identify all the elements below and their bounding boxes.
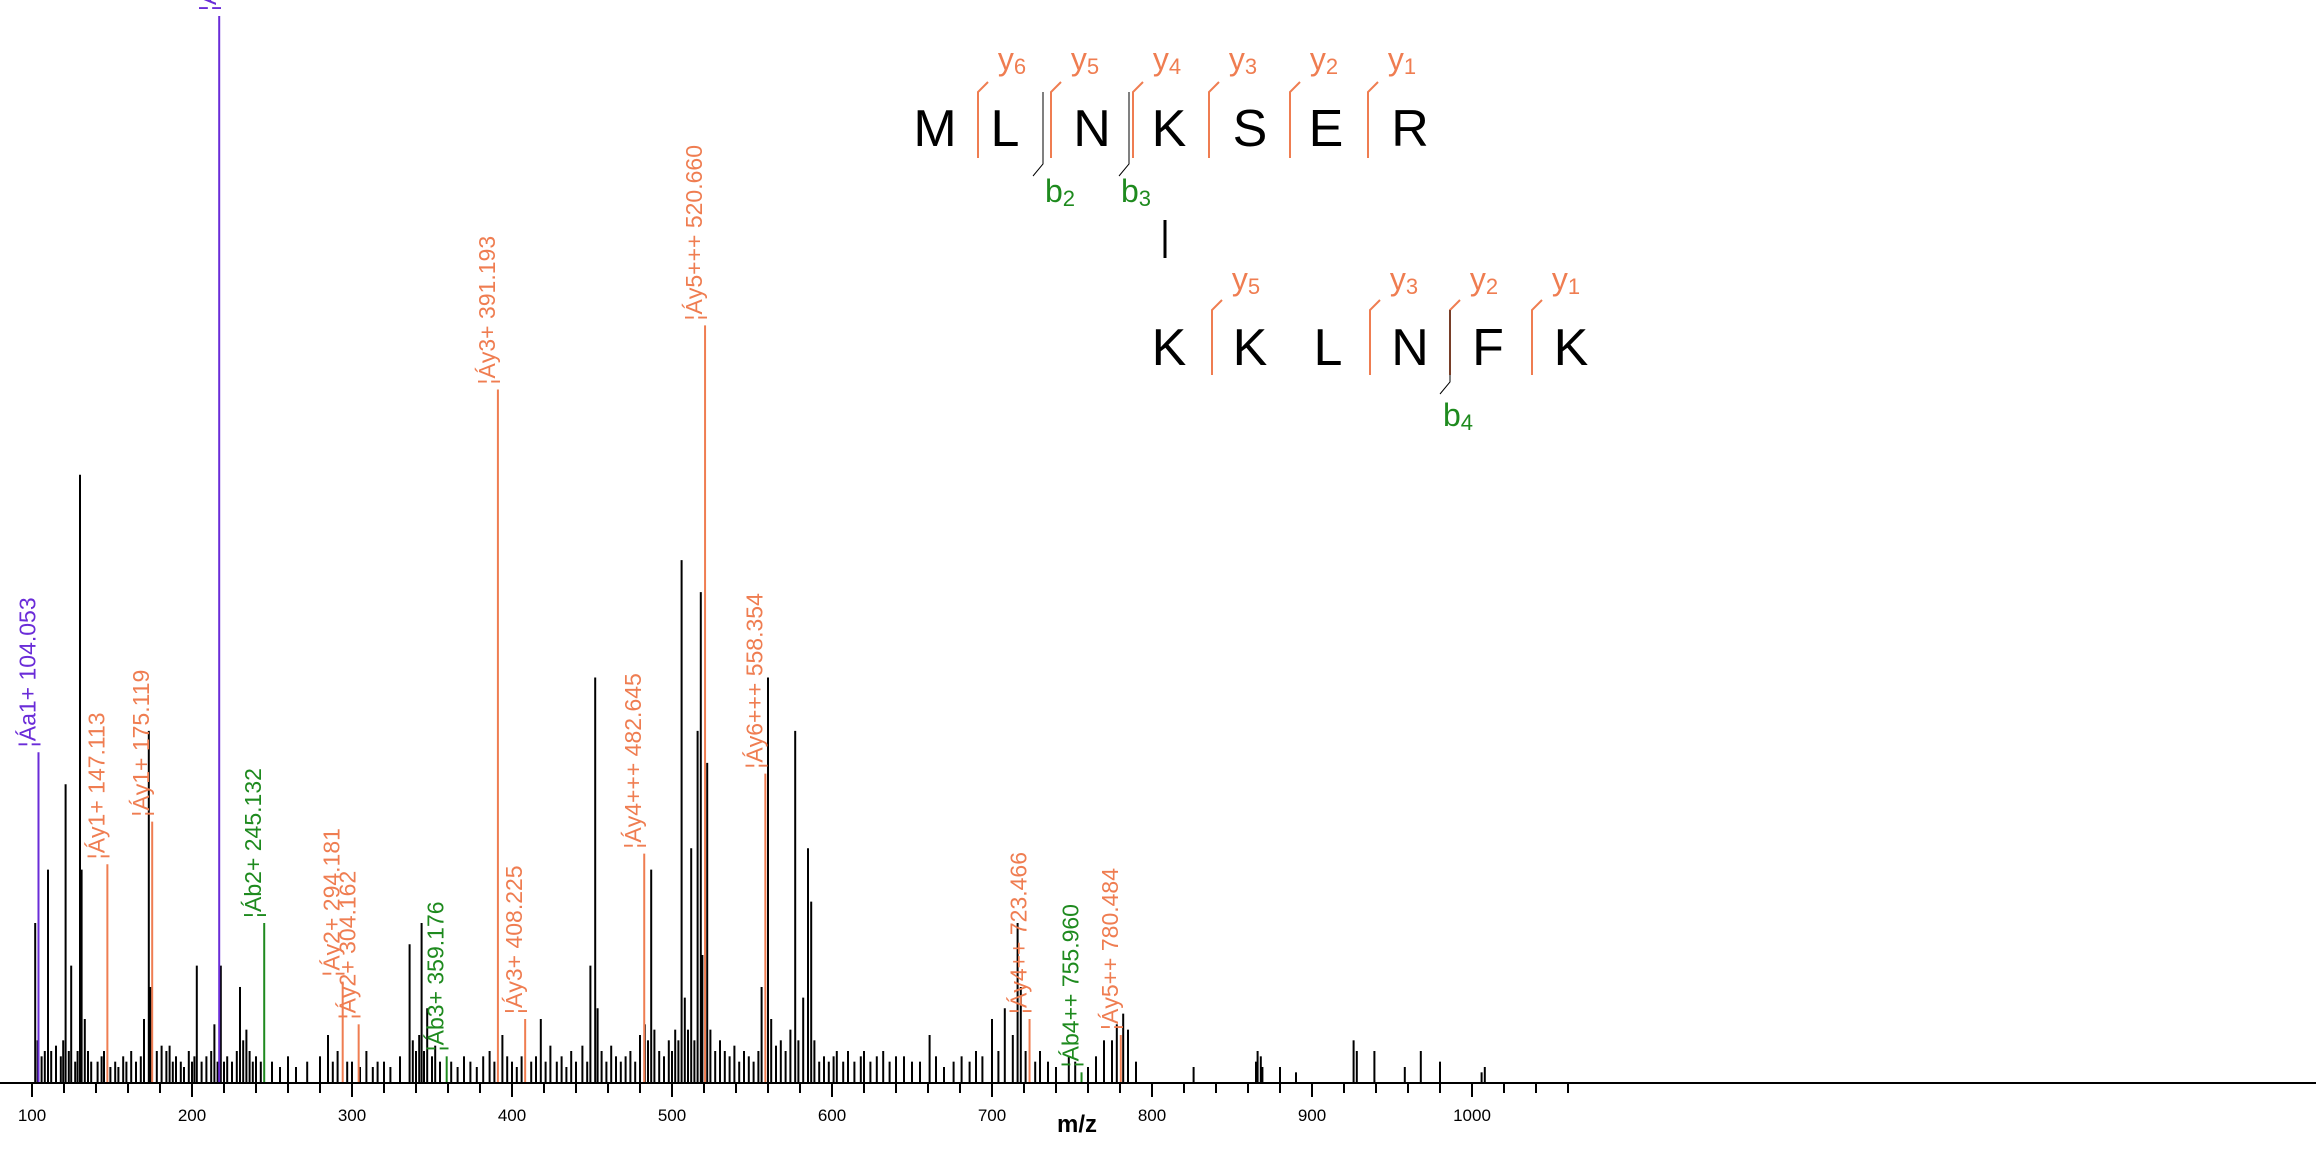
ion-letter: b (1443, 397, 1461, 433)
ion-number: 6 (1014, 54, 1026, 79)
fragment-ion-label: y1 (1552, 261, 1580, 299)
residue: K (1152, 100, 1187, 158)
b-cleavage-marker (1032, 92, 1044, 177)
residue: K (1554, 319, 1589, 377)
tick-label: 1000 (1453, 1106, 1491, 1125)
tick-label: 100 (18, 1106, 46, 1125)
y-cleavage-marker (1208, 81, 1220, 158)
ion-label-a: ¦Áa2+ 217. (195, 0, 221, 11)
tick-label: 900 (1298, 1106, 1326, 1125)
ion-label-y: ¦Áy5++ 780.484 (1097, 868, 1123, 1030)
y-cleavage-marker (1449, 299, 1461, 375)
ion-number: 1 (1404, 54, 1416, 79)
ion-label-y: ¦Áy2+ 294.181 (319, 828, 345, 977)
y-cleavage-marker (1289, 81, 1301, 158)
ion-label-y: ¦Áy2+ 304.162 (335, 871, 361, 1020)
ion-letter: b (1045, 173, 1063, 209)
fragment-ion-label: y1 (1388, 41, 1416, 79)
ion-letter: y (1388, 41, 1404, 77)
ion-label-a: ¦Áa1+ 104.053 (14, 597, 40, 747)
fragment-ion-label: b4 (1443, 397, 1473, 435)
ion-number: 1 (1568, 274, 1580, 299)
fragment-ion-label: y3 (1390, 261, 1418, 299)
y-cleavage-marker (977, 81, 989, 158)
residue: F (1472, 319, 1504, 377)
tick-label: 300 (338, 1106, 366, 1125)
tick-label: 200 (178, 1106, 206, 1125)
fragment-ion-label: y6 (998, 41, 1026, 79)
tick-label: 400 (498, 1106, 526, 1125)
ion-number: 5 (1087, 54, 1099, 79)
ion-number: 5 (1248, 274, 1260, 299)
ion-label-y: ¦Áy4++ 723.466 (1006, 852, 1032, 1014)
ion-label-y: ¦Áy3+ 408.225 (501, 865, 527, 1014)
fragment-ion-label: y5 (1071, 41, 1099, 79)
residue: N (1391, 319, 1429, 377)
residue: N (1073, 100, 1111, 158)
ion-number: 3 (1139, 186, 1151, 211)
ion-letter: y (1310, 41, 1326, 77)
ion-number: 2 (1063, 186, 1075, 211)
tick-label: 500 (658, 1106, 686, 1125)
fragment-ion-label: y3 (1229, 41, 1257, 79)
ion-letter: y (998, 41, 1014, 77)
ion-number: 4 (1169, 54, 1181, 79)
tick-label: 600 (818, 1106, 846, 1125)
fragment-ion-label: y5 (1232, 261, 1260, 299)
ion-number: 3 (1406, 274, 1418, 299)
ion-label-b: ¦Áb4++ 755.960 (1058, 904, 1084, 1067)
ion-letter: y (1390, 261, 1406, 297)
y-cleavage-marker (1211, 299, 1223, 375)
unannotated-peaks (34, 474, 1486, 1083)
x-axis: 100 200 300 400 500 600 700 800 900 1000 (0, 1082, 2316, 1125)
residue: L (1314, 319, 1343, 377)
ion-letter: y (1232, 261, 1248, 297)
ion-letter: y (1229, 41, 1245, 77)
fragment-ion-label: y2 (1470, 261, 1498, 299)
y-cleavage-marker (1531, 299, 1543, 375)
ion-number: 3 (1245, 54, 1257, 79)
ion-label-y: ¦Áy5+++ 520.660 (681, 145, 707, 320)
ion-number: 2 (1326, 54, 1338, 79)
ion-label-y: ¦Áy6+++ 558.354 (741, 593, 767, 769)
ion-label-b: ¦Áb2+ 245.132 (240, 768, 266, 918)
ion-letter: y (1071, 41, 1087, 77)
ion-label-b: ¦Áb3+ 359.176 (423, 901, 449, 1051)
annotated-peaks: ¦Áa1+ 104.053 ¦Áy1+ 147.113 ¦Áy1+ 175.119 ¦… (14, 0, 1123, 1083)
ion-label-y: ¦Áy1+ 147.113 (83, 712, 109, 859)
residue: K (1233, 319, 1268, 377)
tick-label: 800 (1138, 1106, 1166, 1125)
residue: S (1233, 100, 1268, 158)
b-cleavage-marker (1439, 310, 1451, 395)
y-cleavage-marker (1050, 81, 1062, 158)
fragment-ion-label: y2 (1310, 41, 1338, 79)
residue: L (991, 100, 1020, 158)
x-axis-ticks: 100 200 300 400 500 600 700 800 900 1000 (18, 1083, 1569, 1125)
ion-number: 2 (1486, 274, 1498, 299)
x-axis-title: m/z (1057, 1111, 1097, 1138)
ion-letter: y (1470, 261, 1486, 297)
tick-label: 700 (978, 1106, 1006, 1125)
y-cleavage-marker (1132, 81, 1144, 158)
residue: M (913, 100, 956, 158)
ion-label-y: ¦Áy4+++ 482.645 (620, 673, 646, 848)
residue: R (1391, 100, 1429, 158)
ion-label-y: ¦Áy3+ 391.193 (474, 236, 500, 385)
ion-letter: y (1552, 261, 1568, 297)
ion-letter: b (1121, 173, 1139, 209)
y-cleavage-marker (1367, 81, 1379, 158)
fragment-ion-label: y4 (1153, 41, 1181, 79)
residue: E (1309, 100, 1344, 158)
ion-label-y: ¦Áy1+ 175.119 (128, 670, 154, 817)
ion-number: 4 (1461, 410, 1473, 435)
ion-letter: y (1153, 41, 1169, 77)
y-cleavage-marker (1369, 299, 1381, 375)
residue: K (1152, 319, 1187, 377)
fragment-ion-label: b2 (1045, 173, 1075, 211)
fragment-ion-label: b3 (1121, 173, 1151, 211)
b-cleavage-marker (1118, 92, 1130, 177)
